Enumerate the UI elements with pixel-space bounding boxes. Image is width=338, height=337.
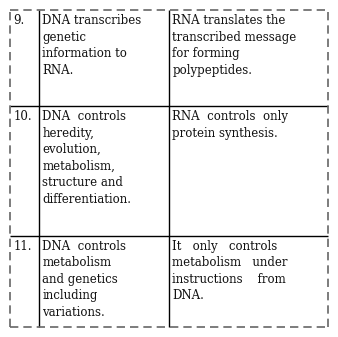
- Text: 11.: 11.: [14, 240, 32, 253]
- Text: 10.: 10.: [14, 110, 32, 123]
- Text: DNA  controls
metabolism
and genetics
including
variations.: DNA controls metabolism and genetics inc…: [42, 240, 126, 319]
- Text: DNA  controls
heredity,
evolution,
metabolism,
structure and
differentiation.: DNA controls heredity, evolution, metabo…: [42, 110, 131, 206]
- Text: It   only   controls
metabolism   under
instructions    from
DNA.: It only controls metabolism under instru…: [172, 240, 288, 302]
- Text: RNA translates the
transcribed message
for forming
polypeptides.: RNA translates the transcribed message f…: [172, 14, 297, 76]
- Text: 9.: 9.: [14, 14, 25, 27]
- Text: DNA transcribes
genetic
information to
RNA.: DNA transcribes genetic information to R…: [42, 14, 142, 76]
- Text: RNA  controls  only
protein synthesis.: RNA controls only protein synthesis.: [172, 110, 288, 140]
